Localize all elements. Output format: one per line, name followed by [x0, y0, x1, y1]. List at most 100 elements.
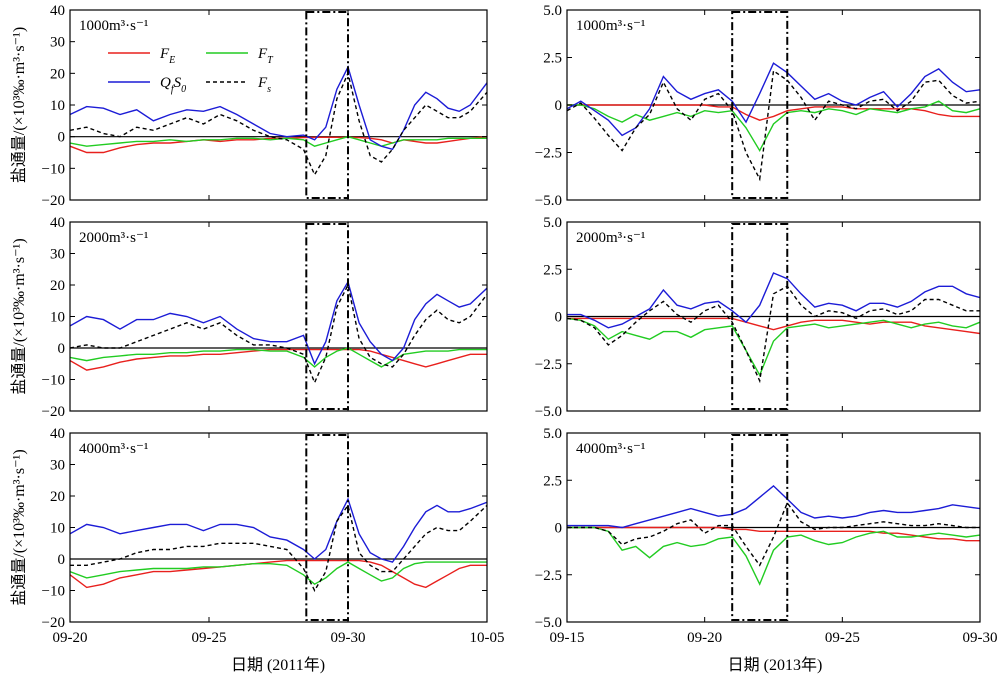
y-tick-label: 20: [50, 66, 65, 82]
legend-label: FE: [159, 46, 175, 66]
series-line-FT: [70, 135, 487, 147]
y-tick-label: 5.0: [543, 3, 562, 19]
y-tick-label: 10: [50, 521, 65, 537]
series-line-FE: [70, 348, 487, 371]
legend-label: Fs: [257, 75, 271, 95]
x-tick-label: 09-20: [687, 630, 722, 646]
highlight-box: [305, 223, 349, 410]
series-line-Fs: [70, 71, 487, 177]
y-tick-label: 30: [50, 458, 65, 474]
y-tick-label: −2.5: [535, 357, 562, 373]
y-axis-title: 盐通量/(×10³‰·m³·s⁻¹): [10, 449, 28, 605]
chart-panel: −20 −10 0 10 20 30 40 09-20 09-25 09-30 10-05 4000m…: [10, 426, 505, 646]
y-tick-label: 0: [58, 341, 66, 357]
legend-item: FE: [108, 46, 175, 66]
series-line-Fs: [567, 501, 980, 567]
highlight-box: [731, 434, 789, 621]
y-tick-label: 20: [50, 278, 65, 294]
y-tick-label: 10: [50, 310, 65, 326]
flow-rate-label: 1000m³·s⁻¹: [576, 18, 645, 34]
flow-rate-label: 4000m³·s⁻¹: [79, 441, 148, 457]
series-line-FE: [567, 526, 980, 542]
legend: FE FT QfS0 Fs: [108, 46, 274, 95]
y-tick-label: −10: [42, 161, 65, 177]
y-tick-label: −2.5: [535, 568, 562, 584]
y-tick-label: −20: [42, 193, 65, 209]
highlight-box: [305, 434, 349, 621]
y-tick-label: 40: [50, 426, 65, 442]
flow-rate-label: 2000m³·s⁻¹: [79, 230, 148, 246]
series-line-Fs: [70, 503, 487, 592]
x-tick-label: 09-30: [331, 630, 366, 646]
chart-panel: −5.0 −2.5 0 2.5 5.0 1000m³·s⁻¹: [535, 3, 981, 209]
y-tick-label: 5.0: [543, 426, 562, 442]
chart-panel: −5.0 −2.5 0 2.5 5.0 09-15 09-20 09-25 09-30 4000m…: [535, 426, 998, 646]
highlight-box: [731, 11, 789, 199]
chart-panels: −20 −10 0 10 20 30 40 1000m³·s⁻¹ 盐通量/(×10³‰·m³·s…: [10, 3, 998, 646]
x-tick-label: 09-25: [192, 630, 227, 646]
y-tick-label: 0: [555, 310, 563, 326]
flow-rate-label: 1000m³·s⁻¹: [79, 18, 148, 34]
y-tick-label: 0: [555, 98, 563, 114]
x-tick-label: 09-20: [53, 630, 88, 646]
x-tick-label: 09-25: [825, 630, 860, 646]
series-line-QfS0: [70, 65, 487, 151]
y-tick-label: −20: [42, 615, 65, 631]
x-axis-title-left: 日期 (2011年): [231, 656, 325, 674]
legend-item: FT: [206, 46, 274, 66]
y-tick-label: −20: [42, 404, 65, 420]
series-line-FE: [567, 317, 980, 335]
series-line-Fs: [567, 285, 980, 384]
series-line-FT: [567, 526, 980, 586]
series-line-FT: [70, 347, 487, 368]
series-line-FE: [70, 136, 487, 154]
y-tick-label: 2.5: [543, 51, 562, 67]
legend-label: FT: [257, 46, 274, 66]
chart-panel: −20 −10 0 10 20 30 40 2000m³·s⁻¹ 盐通量/(×10³‰·m³·s…: [10, 215, 488, 420]
x-tick-label: 09-30: [963, 630, 998, 646]
y-tick-label: 40: [50, 215, 65, 231]
y-tick-label: −10: [42, 584, 65, 600]
legend-item: QfS0: [108, 75, 186, 95]
y-axis-title: 盐通量/(×10³‰·m³·s⁻¹): [10, 27, 28, 183]
series-line-FE: [70, 559, 487, 589]
chart-panel: −5.0 −2.5 0 2.5 5.0 2000m³·s⁻¹: [535, 215, 981, 420]
series-line-QfS0: [70, 280, 487, 366]
highlight-box: [305, 11, 349, 199]
y-tick-label: −5.0: [535, 615, 562, 631]
legend-item: Fs: [206, 75, 271, 95]
plot-frame: [69, 221, 488, 412]
plot-frame: [69, 9, 488, 201]
y-tick-label: 2.5: [543, 262, 562, 278]
flow-rate-label: 4000m³·s⁻¹: [576, 441, 645, 457]
y-tick-label: −5.0: [535, 404, 562, 420]
x-tick-label: 09-15: [550, 630, 585, 646]
y-tick-label: 0: [555, 521, 563, 537]
legend-label: QfS0: [160, 75, 186, 95]
y-tick-label: 30: [50, 35, 65, 51]
y-tick-label: 10: [50, 98, 65, 114]
series-line-QfS0: [567, 272, 980, 329]
y-tick-label: −2.5: [535, 146, 562, 162]
series-line-FT: [70, 561, 487, 586]
y-tick-label: −10: [42, 373, 65, 389]
series-line-QfS0: [70, 497, 487, 563]
x-axis-title-right: 日期 (2013年): [728, 656, 823, 674]
y-tick-label: 0: [58, 552, 66, 568]
series-line-Fs: [567, 69, 980, 182]
y-axis-title: 盐通量/(×10³‰·m³·s⁻¹): [10, 238, 28, 394]
y-tick-label: 30: [50, 247, 65, 263]
chart-panel: −20 −10 0 10 20 30 40 1000m³·s⁻¹ 盐通量/(×10³‰·m³·s…: [10, 3, 488, 209]
x-tick-label: 10-05: [470, 630, 505, 646]
y-tick-label: −5.0: [535, 193, 562, 209]
series-line-QfS0: [567, 484, 980, 529]
y-tick-label: 5.0: [543, 215, 562, 231]
y-tick-label: 0: [58, 130, 66, 146]
y-tick-label: 20: [50, 489, 65, 505]
series-line-Fs: [70, 282, 487, 385]
flow-rate-label: 2000m³·s⁻¹: [576, 230, 645, 246]
series-line-FT: [567, 100, 980, 153]
y-tick-label: 2.5: [543, 473, 562, 489]
plot-frame: [69, 432, 488, 623]
